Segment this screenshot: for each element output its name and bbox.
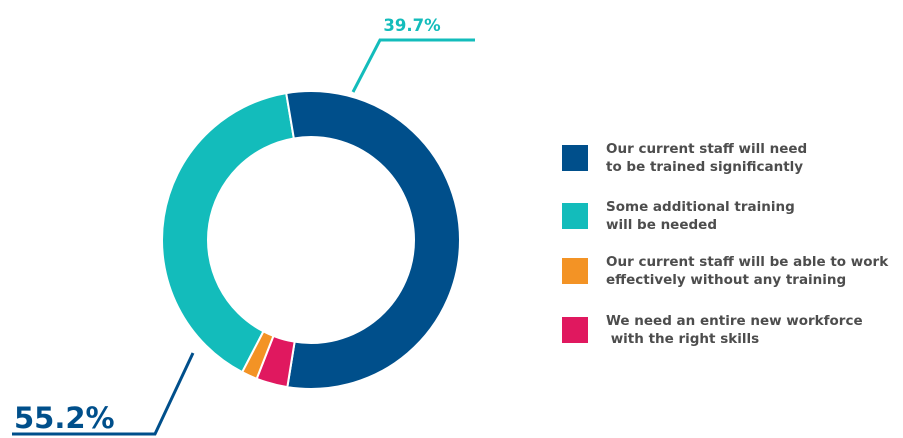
data-label-2: 39.7% — [383, 16, 441, 35]
legend-swatch — [562, 203, 588, 229]
leader-lines — [12, 38, 475, 436]
data-label-1: 55.2% — [14, 401, 115, 435]
slice-1 — [285, 90, 461, 390]
leader-line-2 — [351, 38, 475, 93]
legend-item: We need an entire new workforce with the… — [562, 312, 902, 352]
legend-label: Our current staff will be able to work e… — [606, 254, 889, 288]
legend-item: Our current staff will be able to work e… — [562, 253, 902, 293]
leader-line-1 — [12, 352, 195, 436]
legend-swatch — [562, 258, 588, 284]
legend-swatch — [562, 317, 588, 343]
slice-3 — [240, 330, 275, 381]
legend-item: Our current staff will need to be traine… — [562, 140, 902, 180]
legend-label: Our current staff will need to be traine… — [606, 141, 808, 175]
slice-2 — [161, 91, 296, 374]
legend-swatch — [562, 145, 588, 171]
legend-item: Some additional training will be needed — [562, 198, 902, 238]
legend-label: Some additional training will be needed — [606, 199, 795, 233]
legend-label: We need an entire new workforce with the… — [606, 313, 863, 347]
data-labels: 39.7% 55.2% — [14, 16, 441, 435]
donut-slices — [161, 90, 461, 390]
